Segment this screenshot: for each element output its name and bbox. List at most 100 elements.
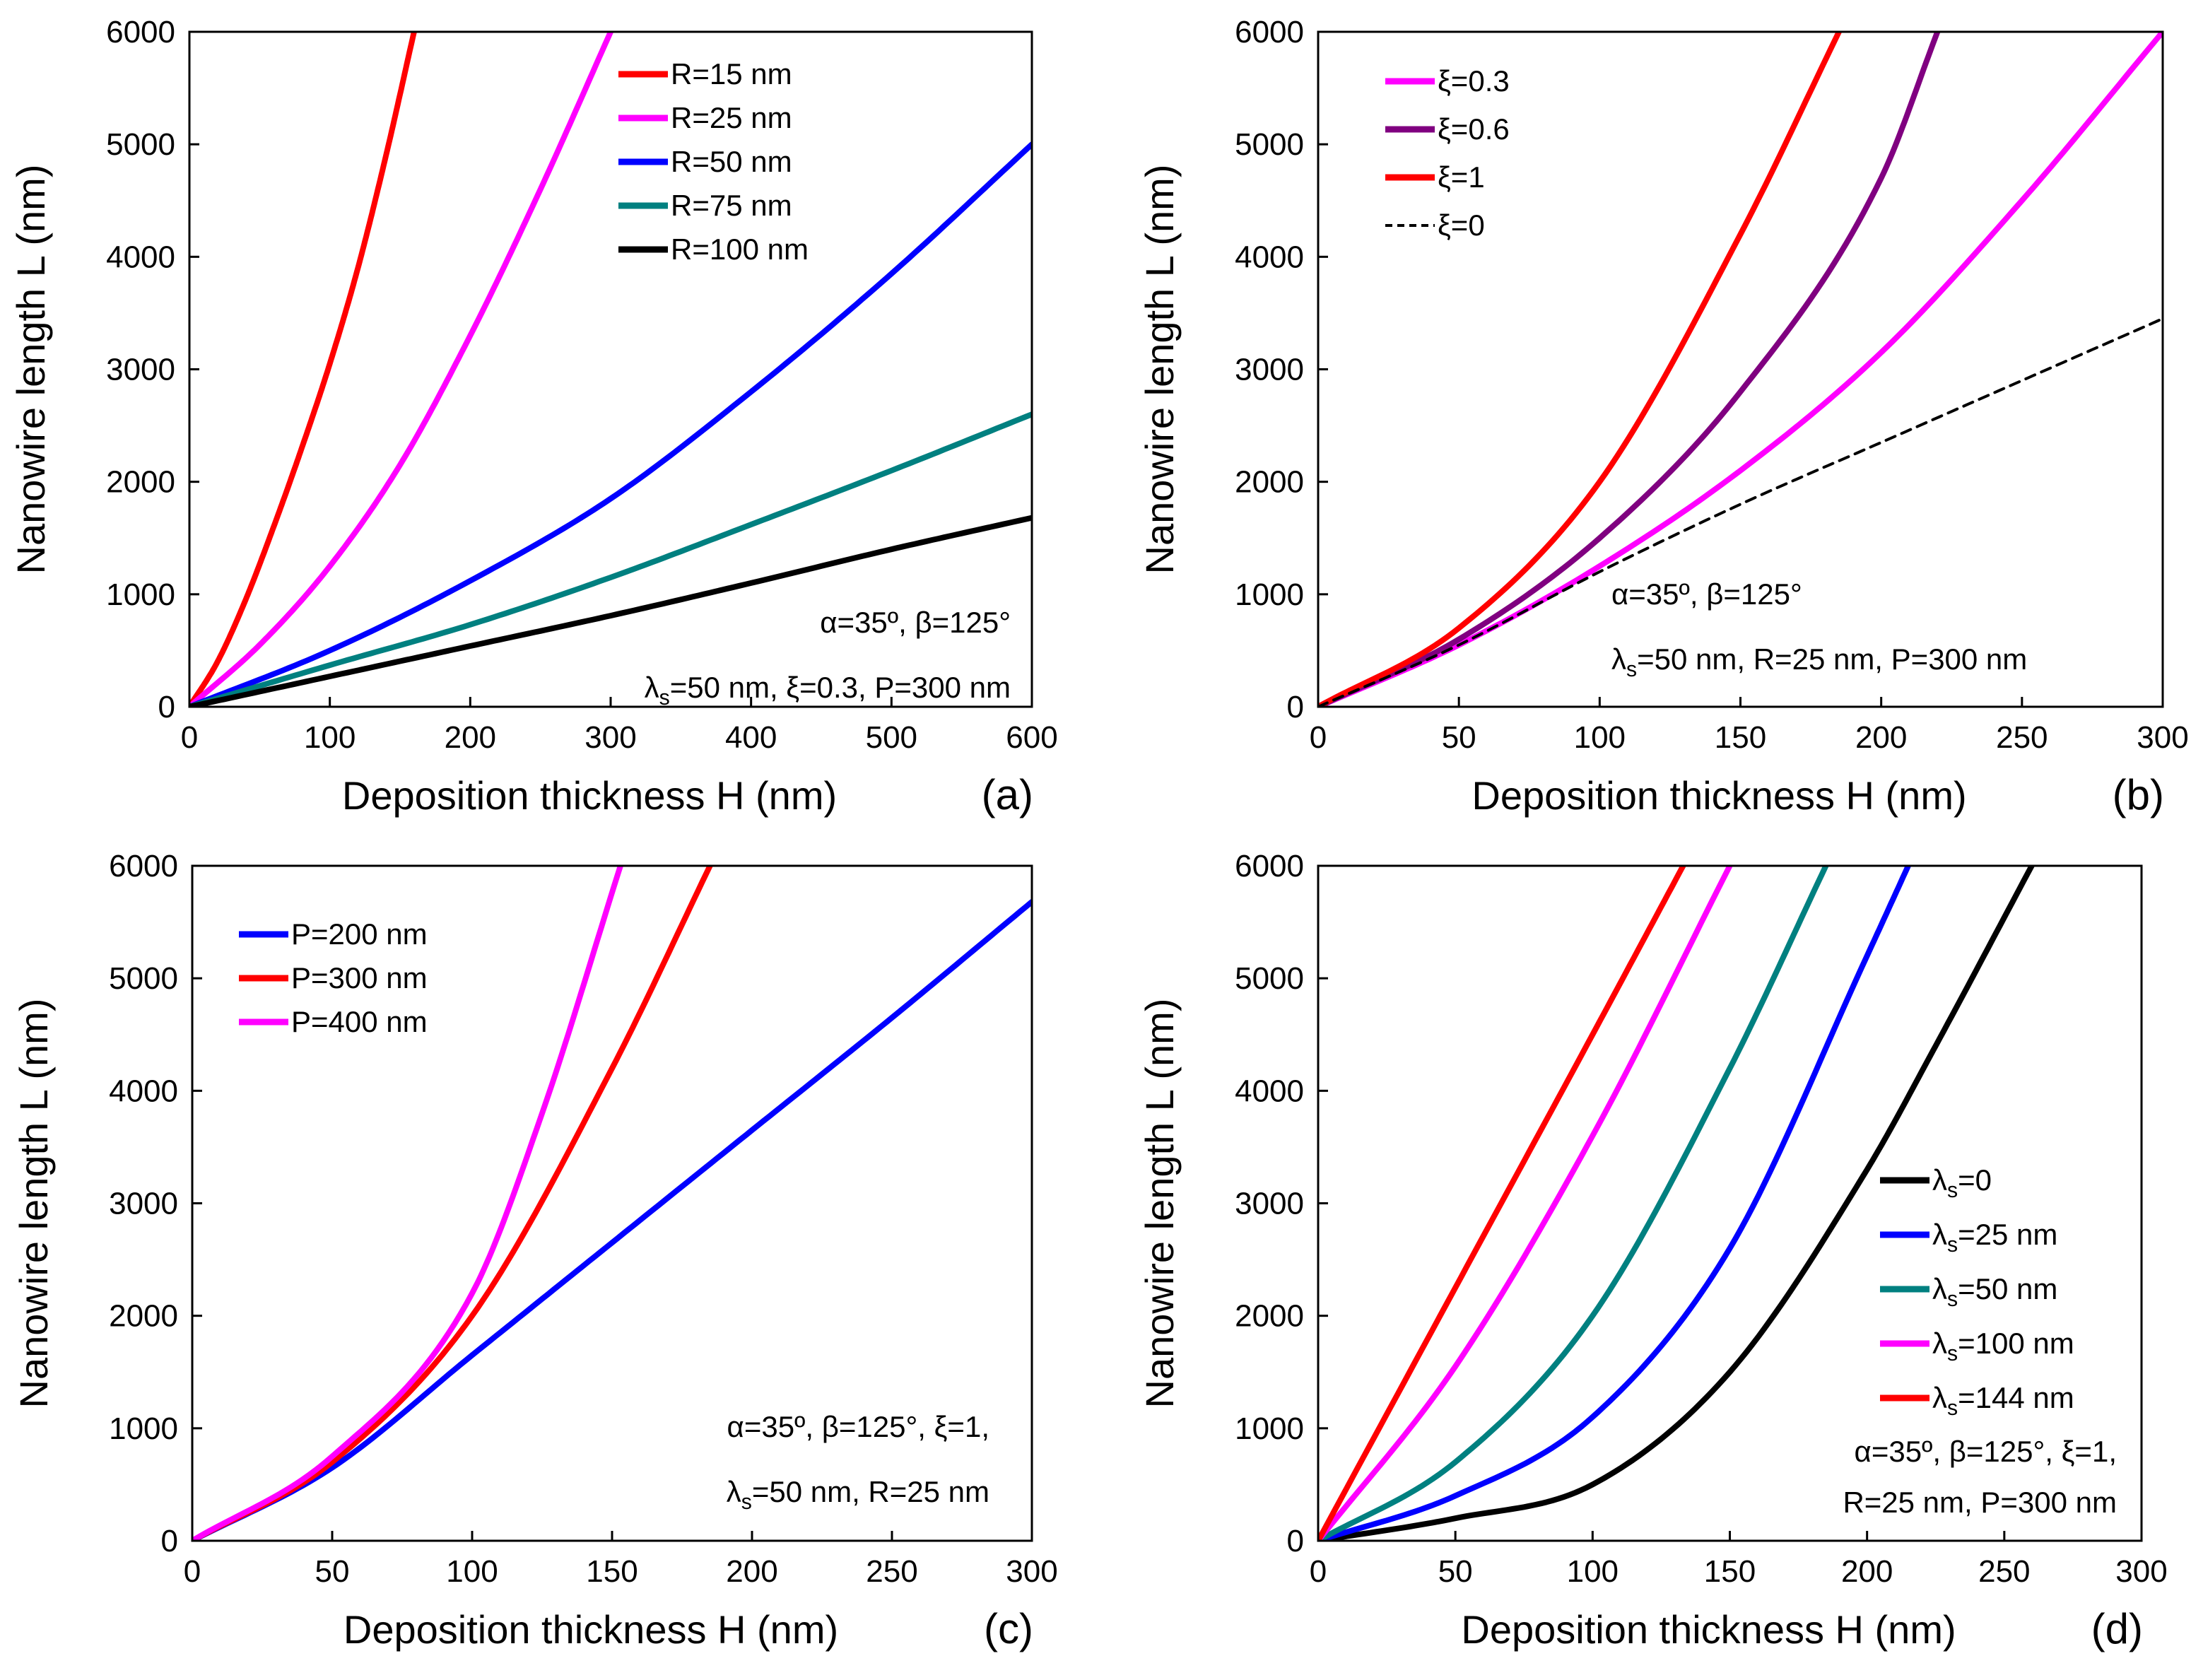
x-tick-label-b-2: 100	[1574, 720, 1626, 755]
annotation-b-1: λs​=50 nm, R=25 nm, P=300 nm	[1611, 642, 2027, 681]
y-axis-title-a: Nanowire length L (nm)	[8, 165, 53, 575]
y-tick-label-d-0: 0	[1287, 1524, 1304, 1558]
y-tick-label-c-2: 2000	[109, 1299, 178, 1334]
x-tick-label-c-3: 150	[586, 1554, 638, 1589]
y-tick-label-a-3: 3000	[106, 353, 175, 387]
y-tick-label-b-3: 3000	[1235, 353, 1304, 387]
legend-label-d-2: λs​=50 nm	[1932, 1272, 2057, 1311]
x-tick-label-b-1: 50	[1442, 720, 1476, 755]
x-tick-label-a-4: 400	[725, 720, 777, 755]
annotation-c-0: α=35º, β=125°, ξ=1,	[727, 1410, 989, 1443]
y-tick-label-c-0: 0	[161, 1524, 178, 1558]
annotation-c-1: λs​=50 nm, R=25 nm	[727, 1475, 989, 1514]
annotation-a-1: λs​=50 nm, ξ=0.3, P=300 nm	[645, 671, 1011, 710]
series-line-d-0	[1318, 866, 2035, 1541]
series-line-b-2	[1318, 32, 1842, 707]
series-line-b-3	[1318, 317, 2163, 707]
x-tick-label-d-6: 300	[2115, 1554, 2167, 1589]
series-line-c-1	[192, 866, 713, 1541]
x-tick-label-b-5: 250	[1996, 720, 2048, 755]
legend-label-a-4: R=100 nm	[671, 233, 809, 266]
x-tick-label-c-1: 50	[315, 1554, 350, 1589]
legend-label-c-1: P=300 nm	[291, 961, 428, 994]
y-tick-label-b-6: 6000	[1235, 15, 1304, 49]
legend-label-b-0: ξ=0.3	[1438, 64, 1510, 98]
legend-label-c-2: P=400 nm	[291, 1005, 428, 1038]
x-tick-label-d-1: 50	[1438, 1554, 1473, 1589]
legend-label-a-3: R=75 nm	[671, 189, 792, 222]
annotation-d-0: α=35º, β=125°, ξ=1,	[1855, 1435, 2117, 1468]
series-line-a-0	[189, 32, 417, 707]
x-tick-label-c-0: 0	[184, 1554, 201, 1589]
x-tick-label-a-5: 500	[866, 720, 917, 755]
legend-label-d-3: λs​=100 nm	[1932, 1327, 2074, 1365]
annotation-b-0: α=35º, β=125°	[1611, 577, 1802, 611]
panel-label-d: (d)	[2091, 1605, 2143, 1652]
series-line-a-1	[189, 32, 613, 707]
legend-label-a-0: R=15 nm	[671, 57, 792, 90]
y-tick-label-a-4: 4000	[106, 240, 175, 274]
x-tick-label-c-4: 200	[726, 1554, 777, 1589]
x-tick-label-a-2: 200	[445, 720, 496, 755]
y-tick-label-b-1: 1000	[1235, 577, 1304, 612]
series-line-b-1	[1318, 32, 1941, 707]
y-tick-label-c-1: 1000	[109, 1411, 178, 1446]
panel-label-b: (b)	[2113, 771, 2164, 818]
panel-label-c: (c)	[984, 1605, 1033, 1652]
panel-label-a: (a)	[982, 771, 1033, 818]
y-axis-title-d: Nanowire length L (nm)	[1137, 999, 1182, 1409]
y-tick-label-c-6: 6000	[109, 849, 178, 883]
x-tick-label-a-0: 0	[181, 720, 198, 755]
series-line-a-3	[189, 411, 1032, 707]
series-line-c-0	[192, 898, 1032, 1541]
x-axis-title-a: Deposition thickness H (nm)	[342, 773, 837, 818]
panel-d: 0 50 100 150 200 250 3000100020003000400050006…	[1137, 849, 2168, 1652]
y-tick-label-a-6: 6000	[106, 15, 175, 49]
legend-label-b-2: ξ=1	[1438, 160, 1485, 194]
x-tick-label-d-4: 200	[1841, 1554, 1893, 1589]
x-tick-label-b-6: 300	[2137, 720, 2188, 755]
x-tick-label-d-0: 0	[1310, 1554, 1327, 1589]
x-axis-title-c: Deposition thickness H (nm)	[343, 1607, 838, 1652]
panel-b: 0 50 100 150 200 250 3000100020003000400050006…	[1137, 15, 2189, 818]
x-tick-label-c-2: 100	[446, 1554, 498, 1589]
x-tick-label-c-6: 300	[1006, 1554, 1057, 1589]
y-tick-label-a-5: 5000	[106, 127, 175, 162]
series-line-a-4	[189, 515, 1032, 707]
y-tick-label-d-1: 1000	[1235, 1411, 1304, 1446]
x-tick-label-d-3: 150	[1704, 1554, 1756, 1589]
series-line-d-4	[1318, 866, 1686, 1541]
plot-area-d	[1318, 866, 2035, 1541]
x-tick-label-d-5: 250	[1978, 1554, 2030, 1589]
y-tick-label-d-4: 4000	[1235, 1074, 1304, 1108]
y-tick-label-d-5: 5000	[1235, 961, 1304, 996]
y-axis-title-c: Nanowire length L (nm)	[11, 999, 56, 1409]
y-tick-label-d-3: 3000	[1235, 1187, 1304, 1221]
y-tick-label-a-1: 1000	[106, 577, 175, 612]
y-tick-label-d-6: 6000	[1235, 849, 1304, 883]
annotation-d-1: R=25 nm, P=300 nm	[1843, 1486, 2117, 1519]
x-axis-title-b: Deposition thickness H (nm)	[1472, 773, 1966, 818]
series-line-c-2	[192, 866, 623, 1541]
legend-label-a-1: R=25 nm	[671, 101, 792, 134]
x-axis-title-d: Deposition thickness H (nm)	[1461, 1607, 1956, 1652]
x-tick-label-a-6: 600	[1006, 720, 1057, 755]
legend-label-b-3: ξ=0	[1438, 208, 1485, 242]
plot-area-a	[189, 32, 1032, 707]
legend-label-b-1: ξ=0.6	[1438, 112, 1510, 146]
x-tick-label-a-1: 100	[304, 720, 356, 755]
y-axis-title-b: Nanowire length L (nm)	[1137, 165, 1182, 575]
y-tick-label-a-0: 0	[158, 690, 175, 724]
x-tick-label-b-3: 150	[1715, 720, 1766, 755]
y-tick-label-b-2: 2000	[1235, 465, 1304, 500]
y-tick-label-c-5: 5000	[109, 961, 178, 996]
plot-area-b	[1318, 32, 2163, 707]
plot-area-c	[192, 866, 1032, 1541]
x-tick-label-b-0: 0	[1310, 720, 1327, 755]
x-tick-label-c-5: 250	[866, 1554, 917, 1589]
legend-label-d-1: λs​=25 nm	[1932, 1218, 2057, 1257]
x-tick-label-a-3: 300	[585, 720, 636, 755]
y-tick-label-b-5: 5000	[1235, 127, 1304, 162]
series-line-a-2	[189, 141, 1032, 707]
